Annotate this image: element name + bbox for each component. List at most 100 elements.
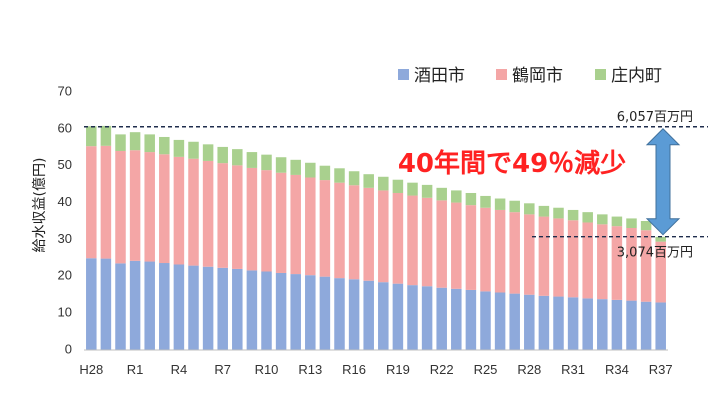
decrease-headline: 40年間で49％減少 [398,148,626,179]
bar-shonai [261,154,272,171]
bar-tsuruoka [626,228,637,301]
bar-tsuruoka [597,224,608,300]
bar-sakata [261,271,272,350]
bar-tsuruoka [582,222,593,299]
legend: 酒田市 鶴岡市 庄内町 [398,66,662,86]
bar-shonai [202,144,214,161]
bar-tsuruoka [421,197,433,287]
bar-tsuruoka [129,150,141,261]
bar-shonai [290,159,301,175]
bar-tsuruoka [567,220,579,298]
x-tick-label: R13 [298,362,322,377]
bar-shonai [436,187,447,201]
y-tick-label: 0 [65,341,72,356]
bar-tsuruoka [553,218,564,297]
bar-tsuruoka [115,150,126,264]
bar-tsuruoka [480,207,491,292]
bar-shonai [378,176,389,191]
bar-shonai [86,126,97,147]
bar-sakata [348,279,360,350]
bar-tsuruoka [378,190,389,283]
bar-shonai [217,146,228,164]
bar-shonai [144,134,155,153]
bar-sakata [655,302,666,350]
bar-shonai [567,209,579,221]
x-tick-label: R19 [386,362,410,377]
legend-swatch [398,69,409,80]
bar-shonai [363,174,374,188]
y-tick-label: 20 [58,268,72,283]
bar-sakata [129,260,141,350]
bar-sakata [319,276,331,350]
bar-shonai [538,205,550,217]
bar-shonai [611,216,623,227]
bar-tsuruoka [319,180,331,277]
y-tick-label: 10 [58,305,72,320]
bar-shonai [421,184,433,198]
bar-tsuruoka [290,174,301,275]
x-tick-label: R34 [605,362,629,377]
bar-tsuruoka [348,185,360,280]
bar-sakata [567,297,579,350]
bar-sakata [159,263,170,350]
bar-shonai [582,212,593,223]
bar-sakata [626,300,637,350]
bar-shonai [246,152,258,168]
bar-shonai [451,190,462,203]
bar-shonai [553,207,564,219]
y-tick-label: 60 [58,120,72,135]
x-tick-label: H28 [79,362,103,377]
bar-tsuruoka [494,209,506,293]
x-tick-label: R25 [474,362,498,377]
bar-tsuruoka [655,241,666,303]
bar-sakata [538,295,550,350]
bar-sakata [334,278,345,350]
bar-shonai [188,141,199,159]
bar-shonai [655,236,666,242]
bar-sakata [305,275,316,350]
bar-tsuruoka [159,154,170,264]
bar-sakata [144,261,155,350]
decrease-arrow-icon [645,128,681,236]
bar-sakata [86,258,97,350]
bar-sakata [480,291,491,350]
bar-tsuruoka [392,192,404,284]
bar-sakata [232,268,243,350]
bar-tsuruoka [538,216,550,296]
bar-shonai [305,162,316,178]
bar-tsuruoka [86,146,97,259]
bar-sakata [363,280,374,350]
bars [84,125,668,351]
bar-shonai [626,218,637,229]
bar-sakata [421,286,433,350]
bar-sakata [173,264,185,350]
bar-sakata [509,293,520,350]
bar-shonai [115,134,126,151]
bar-sakata [392,283,404,350]
bar-tsuruoka [334,182,345,279]
bar-tsuruoka [611,226,623,300]
bar-sakata [582,298,593,350]
bar-sakata [188,265,199,350]
bar-tsuruoka [261,170,272,272]
bar-shonai [334,168,345,183]
bar-sakata [494,292,506,350]
bar-sakata [407,285,418,350]
bar-tsuruoka [202,160,214,267]
bar-shonai [275,157,287,173]
y-tick-label: 30 [58,231,72,246]
bar-tsuruoka [407,195,418,286]
bar-sakata [115,263,126,350]
bar-tsuruoka [509,212,520,294]
bar-sakata [202,266,214,350]
bar-sakata [290,274,301,350]
x-axis: H28 R1 R4 R7 R10 R13 R16 R19 R22 R25 R28 R31 R34 R37 [79,362,672,377]
bar-sakata [640,301,652,350]
bar-sakata [553,296,564,350]
bar-sakata [436,287,447,350]
y-axis: 0 10 20 30 40 50 60 70 [58,83,72,356]
bar-shonai [407,182,418,196]
bar-tsuruoka [524,214,535,295]
x-tick-label: R28 [517,362,541,377]
bar-shonai [597,214,608,225]
